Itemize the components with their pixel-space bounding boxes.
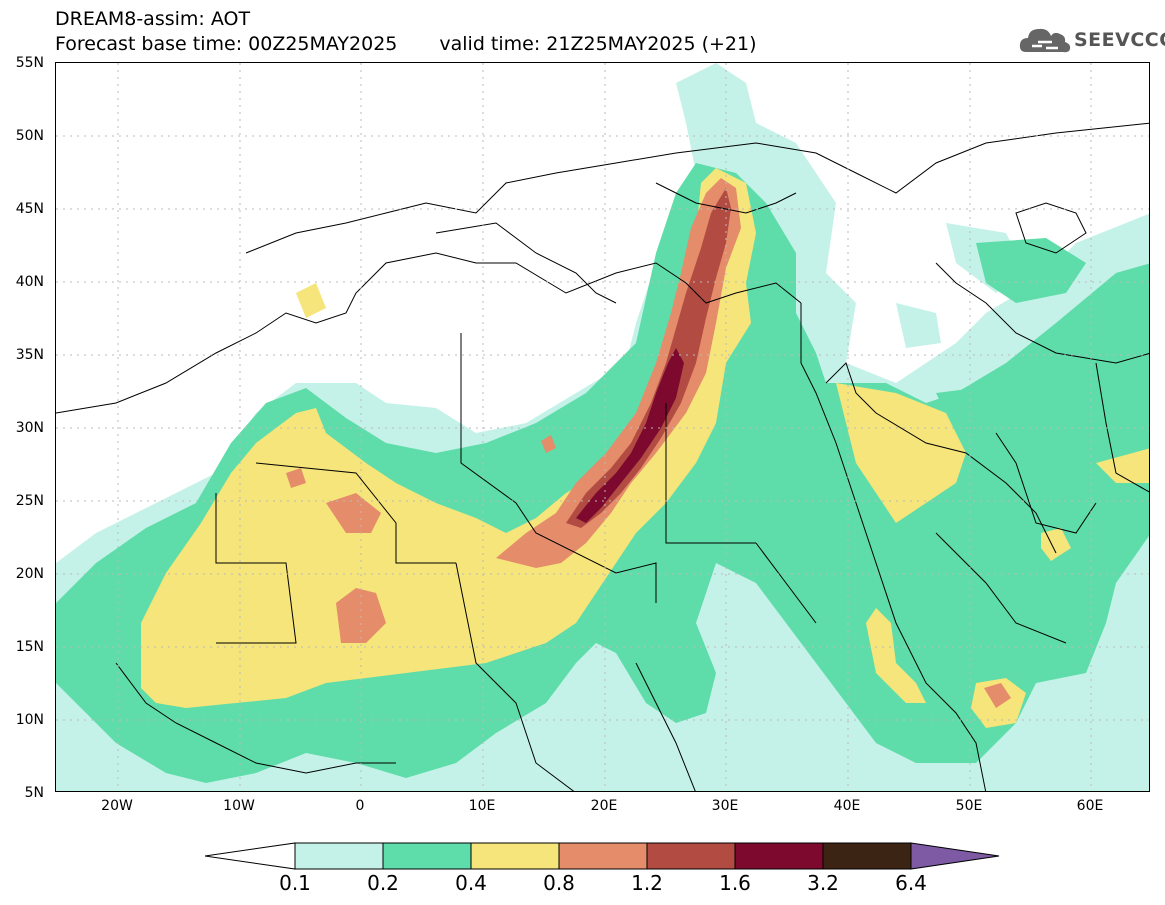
lat-label: 25N xyxy=(15,493,44,509)
aot-contour-16-32 xyxy=(576,348,684,523)
colorbar-swatch xyxy=(734,842,824,870)
colorbar-label: 0.4 xyxy=(455,871,487,895)
seevccc-logo: SEEVCCC xyxy=(1018,22,1165,58)
lon-label: 60E xyxy=(1076,798,1104,814)
colorbar-label: 0.2 xyxy=(367,871,399,895)
lon-label: 50E xyxy=(955,798,983,814)
graticule xyxy=(56,63,1149,791)
lon-label: 20W xyxy=(101,798,133,814)
colorbar-swatch xyxy=(558,842,648,870)
lat-label: 15N xyxy=(15,639,44,655)
colorbar-swatch xyxy=(294,842,384,870)
colorbar-swatch xyxy=(382,842,472,870)
colorbar xyxy=(204,842,1000,870)
colorbar-label: 0.8 xyxy=(543,871,575,895)
map-title: DREAM8-assim: AOT xyxy=(55,8,251,30)
coastlines xyxy=(56,122,1149,791)
logo-text: SEEVCCC xyxy=(1074,29,1165,51)
colorbar-swatch xyxy=(470,842,560,870)
lat-label: 55N xyxy=(15,55,44,71)
lon-label: 0 xyxy=(355,798,365,814)
colorbar-under-arrow xyxy=(204,842,296,870)
colorbar-over-arrow xyxy=(910,842,1000,870)
valid-time: valid time: 21Z25MAY2025 (+21) xyxy=(439,33,757,55)
lon-label: 30E xyxy=(711,798,739,814)
colorbar-label: 1.6 xyxy=(719,871,751,895)
colorbar-swatch xyxy=(822,842,912,870)
lon-label: 10W xyxy=(223,798,255,814)
lat-label: 5N xyxy=(24,785,44,801)
colorbar-label: 6.4 xyxy=(895,871,927,895)
forecast-base-time: Forecast base time: 00Z25MAY2025 xyxy=(55,33,398,55)
lat-label: 45N xyxy=(15,201,44,217)
lon-label: 20E xyxy=(590,798,618,814)
lat-label: 20N xyxy=(15,566,44,582)
cloud-icon xyxy=(1019,28,1071,53)
lon-label: 40E xyxy=(833,798,861,814)
aot-contour-12-16 xyxy=(566,188,731,528)
colorbar-label: 3.2 xyxy=(807,871,839,895)
lat-label: 40N xyxy=(15,274,44,290)
colorbar-swatch xyxy=(646,842,736,870)
lat-label: 30N xyxy=(15,420,44,436)
lat-label: 10N xyxy=(15,712,44,728)
lat-label: 35N xyxy=(15,347,44,363)
lon-label: 10E xyxy=(468,798,496,814)
lat-label: 50N xyxy=(15,128,44,144)
time-info: Forecast base time: 00Z25MAY2025 valid ti… xyxy=(55,33,757,55)
colorbar-label: 1.2 xyxy=(631,871,663,895)
colorbar-label: 0.1 xyxy=(279,871,311,895)
aot-map xyxy=(55,62,1150,792)
